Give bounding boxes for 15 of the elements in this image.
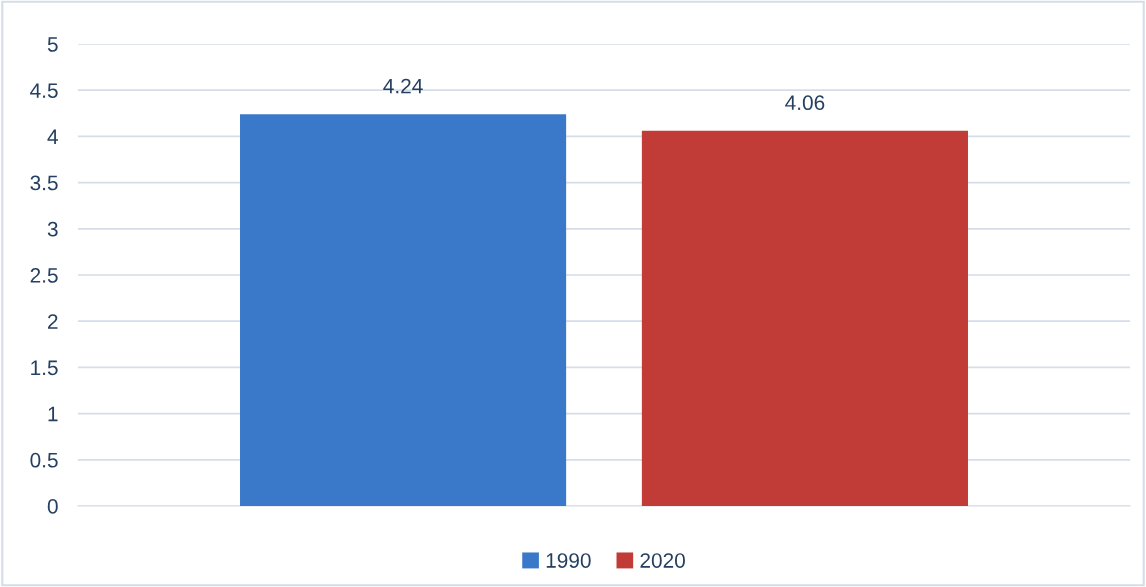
legend-label: 1990 [546,553,591,568]
y-tick-label: 4 [47,129,58,144]
y-tick-label: 2.5 [30,268,58,283]
legend-label: 2020 [640,553,685,568]
data-label: 4.24 [383,78,423,94]
y-tick-label: 0 [47,499,58,514]
data-label: 4.06 [785,95,825,111]
y-tick-label: 0.5 [30,452,58,468]
y-tick-label: 3.5 [30,175,58,191]
y-tick-label: 5 [47,37,58,52]
y-tick-label: 1.5 [31,360,58,376]
y-tick-label: 4.5 [30,83,58,98]
y-tick-label: 1 [48,406,58,422]
y-tick-label: 2 [48,314,58,329]
y-tick-label: 3 [47,221,58,237]
